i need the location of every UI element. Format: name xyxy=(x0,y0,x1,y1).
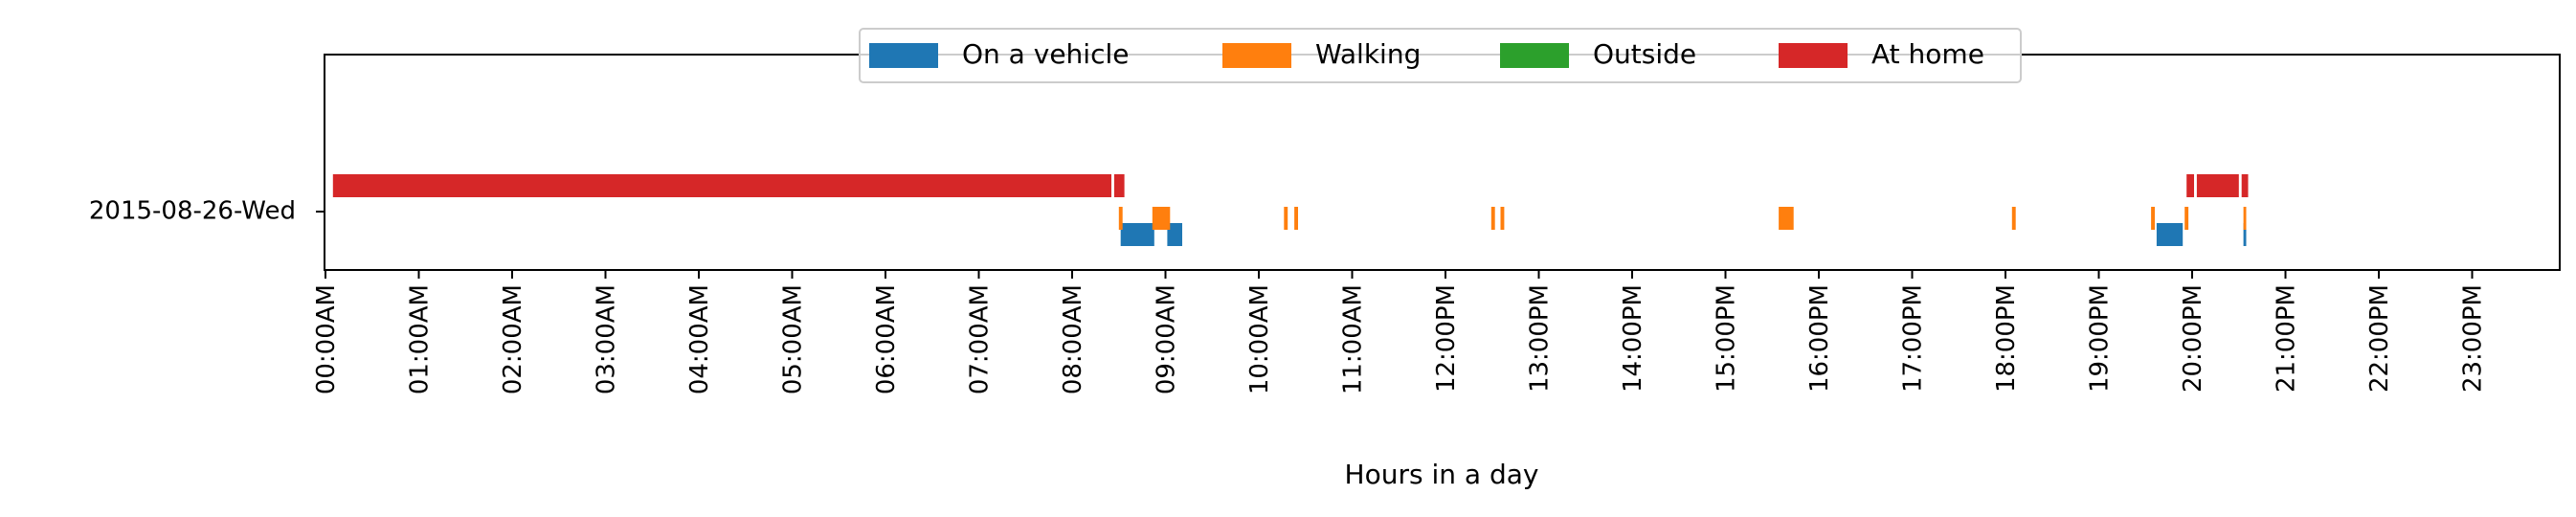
x-tick-label: 14:00PM xyxy=(1619,284,1647,393)
on-a-vehicle-segment xyxy=(2243,223,2247,246)
walking-segment xyxy=(2243,207,2247,230)
walking-segment xyxy=(2184,207,2189,230)
x-tick-label: 15:00PM xyxy=(1713,284,1741,393)
legend-frame xyxy=(859,28,2022,83)
walking-segment xyxy=(1118,207,1123,230)
legend-label-outside: Outside xyxy=(1593,38,1696,70)
x-axis-ticks: 00:00AM 01:00AM 02:00AM 03:00AM 04:00AM 05:00… xyxy=(312,270,2488,394)
walking-segment xyxy=(1490,207,1495,230)
walking-segment xyxy=(1284,207,1288,230)
x-axis-label: Hours in a day xyxy=(1345,459,1539,490)
legend-swatch-at-home xyxy=(1779,43,1848,68)
legend-label-on-a-vehicle: On a vehicle xyxy=(962,38,1129,70)
walking-segment xyxy=(1500,207,1505,230)
at-home-segment xyxy=(2196,174,2239,197)
activity-bars xyxy=(332,174,2249,246)
plot-area-frame xyxy=(324,54,2561,271)
row-label: 2015-08-26-Wed xyxy=(89,197,296,226)
x-tick-label: 08:00AM xyxy=(1059,284,1087,394)
legend-swatch-on-a-vehicle xyxy=(869,43,938,68)
x-tick-label: 16:00PM xyxy=(1805,284,1834,393)
x-tick-label: 10:00AM xyxy=(1245,284,1274,394)
at-home-segment xyxy=(2241,174,2249,197)
legend-label-at-home: At home xyxy=(1871,38,1984,70)
at-home-segment xyxy=(332,174,1111,197)
walking-segment xyxy=(1152,207,1171,230)
x-tick-label: 21:00PM xyxy=(2273,284,2301,393)
walking-segment xyxy=(2151,207,2155,230)
x-tick-label: 06:00AM xyxy=(872,284,901,394)
walking-segment xyxy=(1294,207,1298,230)
at-home-segment xyxy=(1113,174,1125,197)
x-tick-label: 17:00PM xyxy=(1899,284,1928,393)
at-home-segment xyxy=(2186,174,2194,197)
x-tick-label: 11:00AM xyxy=(1339,284,1368,394)
on-a-vehicle-segment xyxy=(1120,223,1154,246)
x-tick-label: 07:00AM xyxy=(966,284,995,394)
x-tick-label: 20:00PM xyxy=(2179,284,2207,393)
x-tick-label: 09:00AM xyxy=(1153,284,1181,394)
on-a-vehicle-segment xyxy=(2156,223,2184,246)
on-a-vehicle-segment xyxy=(1167,223,1182,246)
x-tick-label: 05:00AM xyxy=(779,284,808,394)
x-tick-label: 18:00PM xyxy=(1992,284,2021,393)
x-tick-label: 13:00PM xyxy=(1526,284,1555,393)
x-tick-label: 22:00PM xyxy=(2365,284,2394,393)
walking-segment xyxy=(2011,207,2016,230)
legend: On a vehicle Walking Outside At home xyxy=(859,28,2022,83)
x-tick-label: 04:00AM xyxy=(685,284,714,394)
x-tick-label: 23:00PM xyxy=(2459,284,2488,393)
walking-segment xyxy=(1779,207,1794,230)
x-tick-label: 19:00PM xyxy=(2086,284,2115,393)
x-tick-label: 01:00AM xyxy=(406,284,435,394)
x-tick-label: 03:00AM xyxy=(593,284,621,394)
x-tick-label: 00:00AM xyxy=(312,284,341,394)
x-tick-label: 02:00AM xyxy=(499,284,527,394)
legend-label-walking: Walking xyxy=(1315,38,1421,70)
x-tick-label: 12:00PM xyxy=(1432,284,1461,393)
legend-swatch-walking xyxy=(1222,43,1291,68)
legend-swatch-outside xyxy=(1500,43,1569,68)
